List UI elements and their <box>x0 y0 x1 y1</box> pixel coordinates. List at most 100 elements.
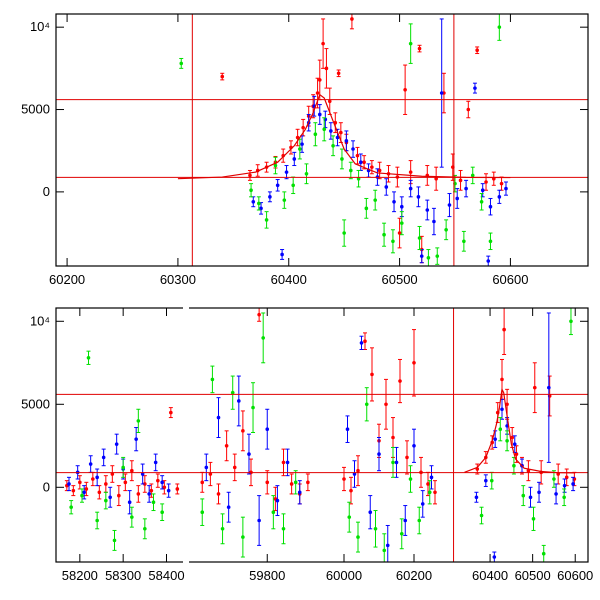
data-point <box>444 219 449 241</box>
data-point <box>293 470 298 495</box>
data-point <box>95 511 100 530</box>
data-point <box>95 468 100 487</box>
data-point <box>474 491 479 503</box>
top-plot-frame <box>55 13 589 267</box>
data-point <box>470 166 475 185</box>
data-point <box>537 481 542 503</box>
data-point <box>129 460 134 482</box>
data-point <box>251 196 256 208</box>
data-point <box>510 427 515 448</box>
data-point <box>324 48 329 89</box>
data-point <box>256 196 261 211</box>
data-point <box>232 453 237 482</box>
data-point <box>458 169 463 191</box>
data-point <box>531 506 536 531</box>
data-point <box>273 156 278 175</box>
data-point <box>356 169 361 188</box>
data-point <box>461 230 466 252</box>
data-point <box>204 453 209 482</box>
data-point <box>321 18 326 69</box>
data-point <box>127 490 132 515</box>
data-point <box>356 521 360 553</box>
data-point <box>331 135 336 157</box>
data-point <box>546 312 551 463</box>
data-point <box>412 428 416 463</box>
data-point <box>304 163 309 185</box>
data-point <box>339 148 344 170</box>
data-point <box>264 211 269 229</box>
data-point <box>420 490 425 518</box>
data-point <box>541 544 546 563</box>
data-point <box>370 347 374 402</box>
x-tick-label: 60400 <box>472 568 508 583</box>
data-point <box>123 473 128 492</box>
x-tick-label: 58200 <box>62 568 98 583</box>
data-point <box>297 480 302 505</box>
data-point <box>399 518 404 550</box>
x-tick-label: 60200 <box>49 272 85 287</box>
x-tick-label: 60200 <box>396 568 432 583</box>
data-point <box>556 463 561 485</box>
model-curve-bottom <box>464 387 576 474</box>
data-point <box>382 533 387 563</box>
data-point <box>373 510 378 548</box>
data-point <box>486 255 491 267</box>
data-point <box>88 455 93 473</box>
data-point <box>284 165 289 180</box>
data-point <box>408 465 413 493</box>
data-point <box>147 485 152 503</box>
x-tick-label: 58300 <box>105 568 141 583</box>
data-point <box>240 516 245 558</box>
x-tick-label: 60300 <box>160 272 196 287</box>
data-point <box>562 488 567 507</box>
data-point <box>305 473 310 492</box>
data-point <box>265 408 270 450</box>
data-point <box>265 470 270 495</box>
data-point <box>342 466 346 492</box>
data-point <box>377 436 381 472</box>
data-point <box>289 473 294 495</box>
data-point <box>384 378 388 430</box>
data-point <box>497 13 502 41</box>
data-point <box>408 179 413 198</box>
x-tick-label: 59800 <box>249 568 285 583</box>
data-point <box>427 480 432 505</box>
data-point <box>397 217 402 249</box>
data-point <box>363 332 367 351</box>
y-tick-label: 10⁴ <box>30 19 50 34</box>
data-point <box>417 44 422 53</box>
data-point <box>419 249 424 264</box>
data-point <box>491 171 496 186</box>
data-point <box>142 475 147 493</box>
data-point <box>417 225 422 251</box>
data-point <box>364 197 369 219</box>
x-tick-label: 60600 <box>557 568 593 583</box>
data-point <box>291 176 296 195</box>
data-point <box>77 475 82 490</box>
data-point <box>230 375 235 410</box>
data-point <box>121 456 126 478</box>
data-point <box>315 77 320 109</box>
data-point <box>466 100 471 119</box>
data-point <box>136 408 141 434</box>
bottom-panel: 0 5000 10⁴ 58200 58300 58400 59800 60000 60200 60… <box>21 306 593 583</box>
data-point <box>69 500 74 515</box>
data-point <box>384 178 389 196</box>
data-point <box>140 463 145 485</box>
data-point <box>528 486 533 508</box>
y-tick-label: 5000 <box>21 102 50 117</box>
data-point <box>362 155 367 170</box>
data-point <box>348 161 353 180</box>
data-point <box>153 453 158 472</box>
data-point <box>355 146 360 165</box>
data-point <box>71 485 76 497</box>
data-point <box>399 211 404 236</box>
x-tick-label: 58400 <box>148 568 184 583</box>
model-curve <box>177 93 511 180</box>
x-tick-label: 60500 <box>515 568 551 583</box>
x-tick-label: 60500 <box>382 272 418 287</box>
data-point <box>435 247 440 265</box>
data-point <box>349 476 353 505</box>
data-point <box>281 448 286 477</box>
data-point <box>112 529 117 551</box>
